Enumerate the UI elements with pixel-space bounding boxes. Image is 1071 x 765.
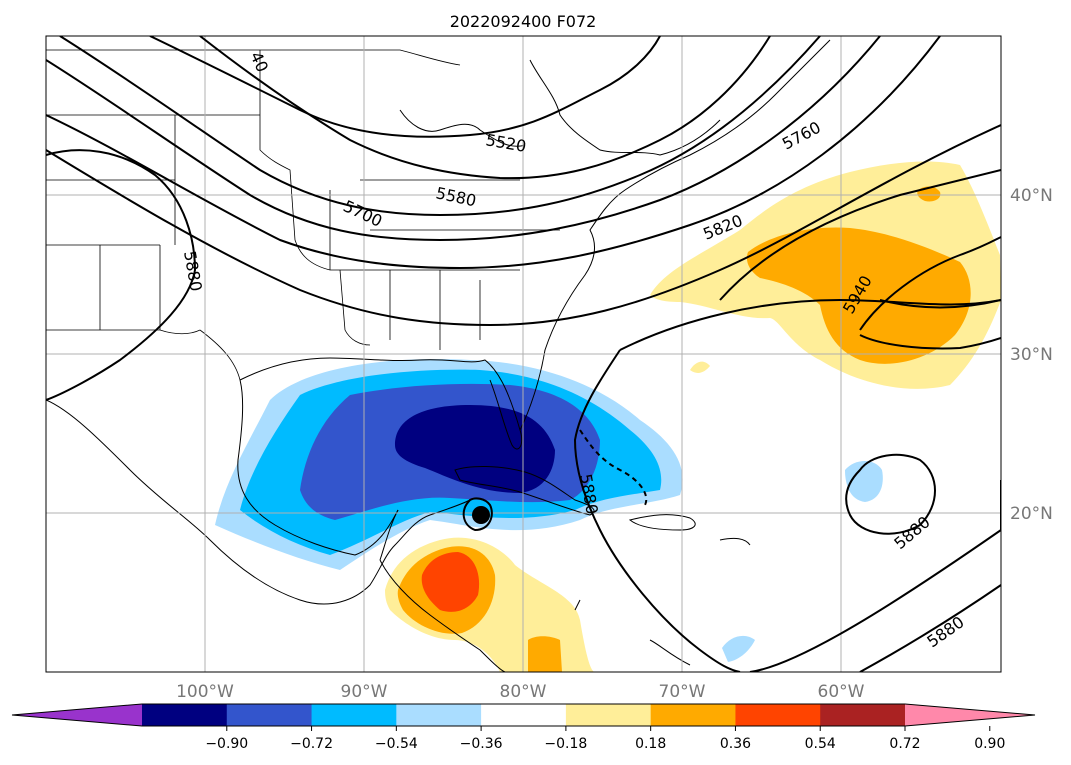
colorbar-segment bbox=[735, 704, 821, 726]
colorbar-segment bbox=[396, 704, 482, 726]
colorbar-segment bbox=[226, 704, 313, 726]
colorbar-tick-label: −0.54 bbox=[375, 736, 418, 752]
colorbar-extend-low bbox=[12, 704, 142, 726]
lon-label-90w: 90°W bbox=[341, 682, 388, 702]
colorbar-segment bbox=[650, 704, 736, 726]
lat-label-30n: 30°N bbox=[1010, 345, 1053, 365]
colorbar-extend-high bbox=[905, 704, 1035, 726]
coastlines bbox=[46, 39, 831, 672]
colorbar-tick-label: −0.72 bbox=[290, 736, 333, 752]
colorbar-tick-label: −0.90 bbox=[205, 736, 248, 752]
colorbar-segment bbox=[311, 704, 397, 726]
map-frame bbox=[45, 35, 1002, 673]
colorbar-tick-label: −0.18 bbox=[544, 736, 587, 752]
lon-label-70w: 70°W bbox=[659, 682, 706, 702]
colorbar-tick-label: 0.54 bbox=[805, 736, 836, 752]
colorbar-segment bbox=[481, 704, 567, 726]
lon-label-60w: 60°W bbox=[818, 682, 865, 702]
colorbar-tick-label: 0.36 bbox=[720, 736, 751, 752]
graticule bbox=[46, 36, 1001, 672]
colorbar-tick-label: −0.36 bbox=[460, 736, 503, 752]
colorbar-segment bbox=[142, 704, 228, 726]
colorbar-tick-label: 0.18 bbox=[635, 736, 666, 752]
dashed-contour bbox=[579, 429, 648, 506]
colorbar-segment bbox=[565, 704, 652, 726]
colorbar-tick-label: 0.90 bbox=[974, 736, 1005, 752]
colorbar-tick-label: 0.72 bbox=[889, 736, 920, 752]
lon-label-100w: 100°W bbox=[176, 682, 234, 702]
colorbar: −0.90 −0.72 −0.54 −0.36 −0.18 0.18 0.36 0.54 0.7… bbox=[11, 703, 1036, 752]
negative-anomaly-fill bbox=[215, 359, 683, 570]
map-title: 2022092400 F072 bbox=[450, 12, 597, 31]
storm-center-marker bbox=[472, 506, 490, 524]
lat-label-40n: 40°N bbox=[1010, 186, 1053, 206]
colorbar-segment bbox=[820, 704, 906, 726]
lat-label-20n: 20°N bbox=[1010, 504, 1053, 524]
lon-label-80w: 80°W bbox=[500, 682, 547, 702]
colorbar-outline bbox=[11, 703, 1036, 727]
map-area bbox=[46, 36, 1001, 672]
height-contours bbox=[46, 36, 1001, 672]
political-borders bbox=[46, 49, 560, 381]
